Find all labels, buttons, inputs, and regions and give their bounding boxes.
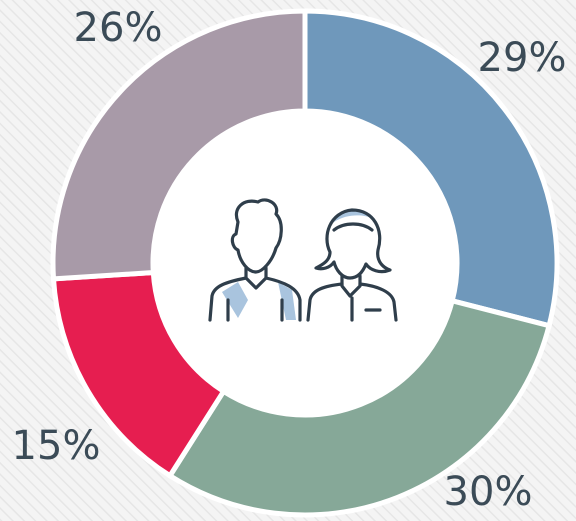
value-label: 30% <box>444 469 533 515</box>
people-icon <box>208 198 398 322</box>
donut <box>50 8 560 518</box>
value-label: 26% <box>74 5 163 51</box>
donut-segment <box>302 8 560 329</box>
value-label: 29% <box>478 35 567 81</box>
value-label: 15% <box>12 423 101 469</box>
donut-hole <box>155 113 455 413</box>
donut-segment <box>50 8 308 282</box>
donut-segment <box>166 297 553 518</box>
